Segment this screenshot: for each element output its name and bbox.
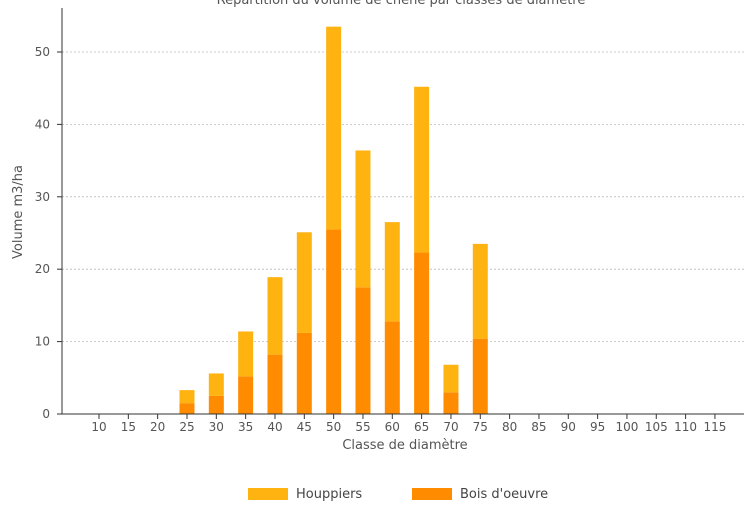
x-tick-label: 65 bbox=[414, 420, 429, 434]
bar-bois-oeuvre bbox=[179, 403, 195, 414]
x-tick-label: 15 bbox=[121, 420, 136, 434]
bar-bois-oeuvre bbox=[472, 338, 488, 414]
y-tick-label: 20 bbox=[35, 262, 50, 276]
bar-bois-oeuvre bbox=[296, 332, 312, 414]
x-tick-label: 25 bbox=[179, 420, 194, 434]
x-tick-label: 40 bbox=[267, 420, 282, 434]
x-tick-label: 55 bbox=[355, 420, 370, 434]
x-tick-label: 100 bbox=[615, 420, 638, 434]
x-tick-label: 95 bbox=[590, 420, 605, 434]
y-tick-label: 10 bbox=[35, 335, 50, 349]
y-tick-label: 30 bbox=[35, 190, 50, 204]
bar-houppiers bbox=[355, 150, 371, 288]
bar-houppiers bbox=[472, 243, 488, 339]
x-axis-ticks: 10 15 20 25 30 35 40 45 50 55 60 65 70 75 80 85 90 95 100 1… bbox=[91, 414, 726, 434]
x-tick-label: 50 bbox=[326, 420, 341, 434]
legend: Houppiers Bois d'oeuvre bbox=[248, 487, 548, 502]
y-tick-label: 0 bbox=[42, 407, 50, 421]
bar-houppiers bbox=[296, 232, 312, 333]
x-tick-label: 105 bbox=[645, 420, 668, 434]
bar-bois-oeuvre bbox=[267, 354, 283, 414]
legend-label: Bois d'oeuvre bbox=[460, 487, 548, 502]
x-tick-label: 10 bbox=[91, 420, 106, 434]
bar-bois-oeuvre bbox=[384, 321, 400, 414]
bar-houppiers bbox=[238, 331, 254, 377]
y-tick-label: 50 bbox=[35, 45, 50, 59]
bar-bois-oeuvre bbox=[414, 252, 430, 414]
legend-swatch bbox=[248, 488, 288, 500]
x-tick-label: 115 bbox=[703, 420, 726, 434]
x-tick-label: 85 bbox=[531, 420, 546, 434]
x-tick-label: 60 bbox=[385, 420, 400, 434]
bars bbox=[179, 26, 488, 414]
gridlines bbox=[62, 51, 744, 343]
bar-bois-oeuvre bbox=[443, 392, 459, 414]
legend-label: Houppiers bbox=[296, 487, 362, 502]
y-axis-label: Volume m3/ha bbox=[11, 165, 26, 259]
y-axis-ticks: 0 10 20 30 40 50 bbox=[35, 45, 62, 421]
bar-bois-oeuvre bbox=[208, 395, 224, 414]
x-tick-label: 90 bbox=[561, 420, 576, 434]
legend-swatch bbox=[412, 488, 452, 500]
y-tick-label: 40 bbox=[35, 117, 50, 131]
x-tick-label: 20 bbox=[150, 420, 165, 434]
x-tick-label: 75 bbox=[473, 420, 488, 434]
chart-title: Répartition du volume de chêne par class… bbox=[217, 0, 586, 8]
bar-houppiers bbox=[384, 222, 400, 322]
x-tick-label: 45 bbox=[297, 420, 312, 434]
bar-houppiers bbox=[443, 364, 459, 393]
x-tick-label: 80 bbox=[502, 420, 517, 434]
bar-houppiers bbox=[326, 26, 342, 230]
bar-houppiers bbox=[179, 390, 195, 404]
bar-bois-oeuvre bbox=[326, 229, 342, 414]
bar-bois-oeuvre bbox=[355, 287, 371, 414]
bar-houppiers bbox=[414, 86, 430, 253]
bar-houppiers bbox=[208, 373, 224, 396]
x-tick-label: 35 bbox=[238, 420, 253, 434]
bar-bois-oeuvre bbox=[238, 376, 254, 414]
x-tick-label: 30 bbox=[209, 420, 224, 434]
x-tick-label: 70 bbox=[443, 420, 458, 434]
x-tick-label: 110 bbox=[674, 420, 697, 434]
x-axis-label: Classe de diamètre bbox=[342, 438, 467, 453]
bar-houppiers bbox=[267, 277, 283, 355]
